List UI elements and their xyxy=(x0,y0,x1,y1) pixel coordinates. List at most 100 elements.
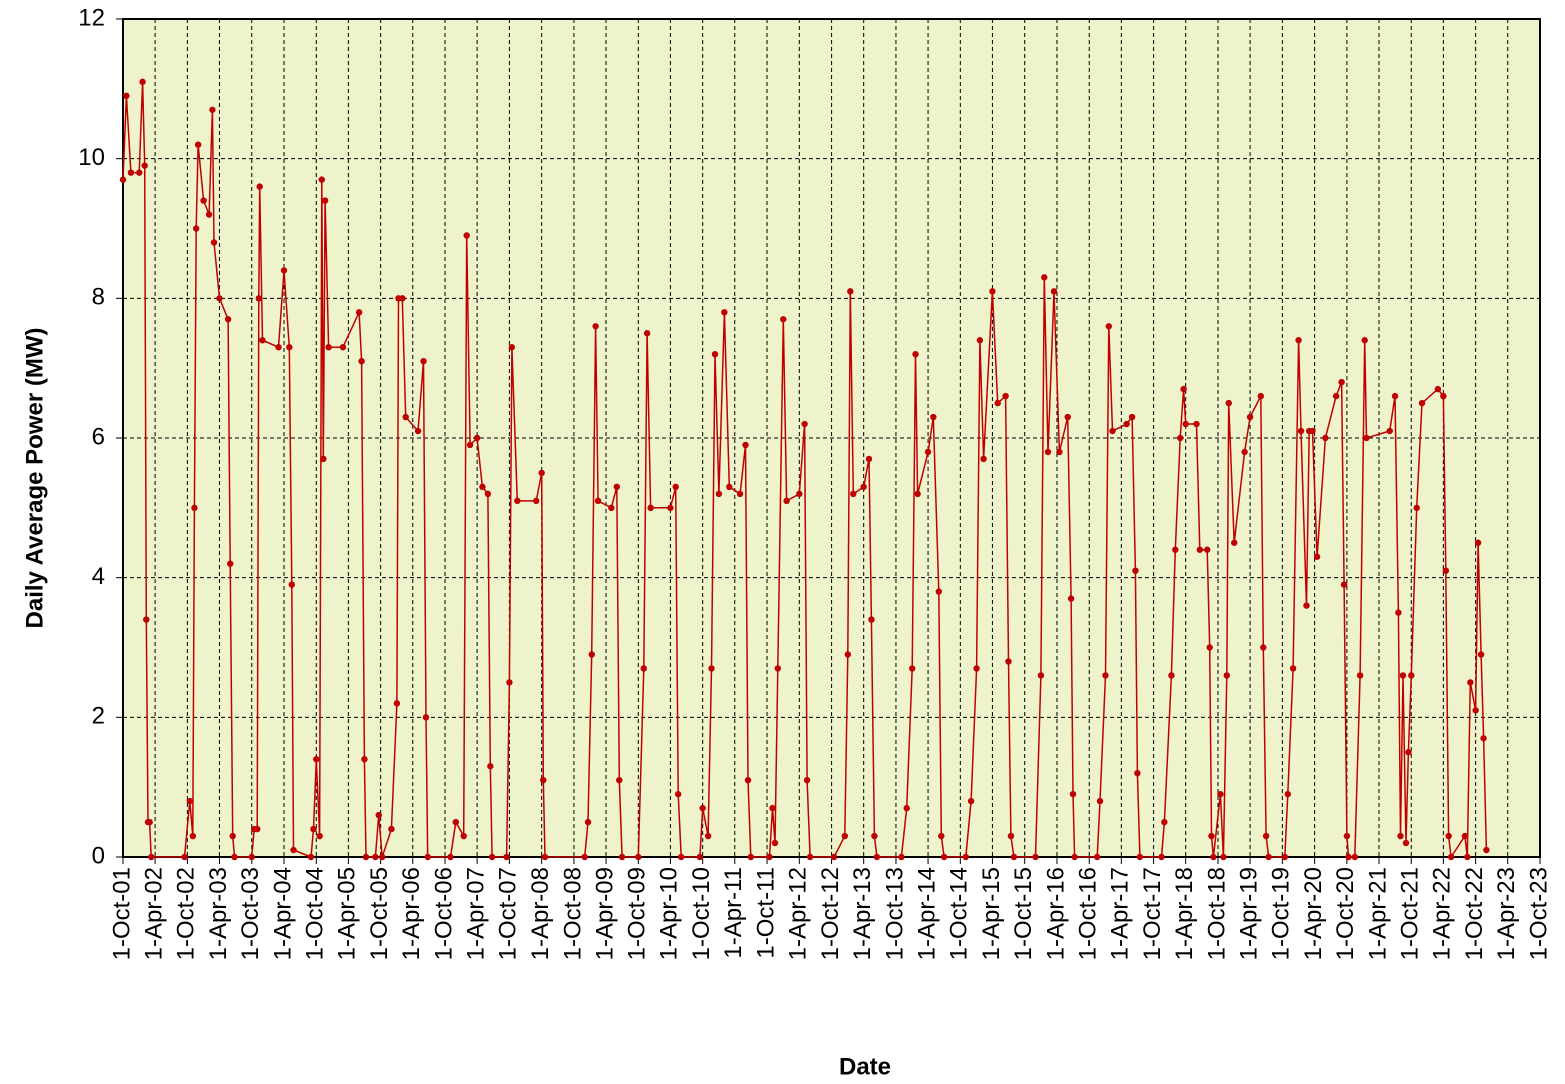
x-tick-label: 1-Oct-06 xyxy=(430,867,457,960)
point xyxy=(588,651,595,658)
point xyxy=(806,853,814,861)
point xyxy=(924,448,932,456)
x-tick-label: 1-Apr-10 xyxy=(656,867,683,960)
x-tick-label: 1-Apr-08 xyxy=(527,867,554,960)
point xyxy=(1262,832,1270,840)
point xyxy=(1309,427,1316,435)
point xyxy=(466,441,474,449)
x-tick-label: 1-Apr-17 xyxy=(1107,867,1134,960)
x-tick-label: 1-Apr-06 xyxy=(398,867,425,960)
point xyxy=(769,804,776,812)
x-tick-label: 1-Apr-07 xyxy=(462,867,489,960)
point xyxy=(452,818,459,826)
point xyxy=(1067,595,1075,602)
point xyxy=(1480,735,1487,742)
point xyxy=(119,176,127,183)
point xyxy=(844,651,852,658)
x-tick-label: 1-Apr-21 xyxy=(1364,867,1391,960)
point xyxy=(146,818,153,826)
point xyxy=(286,344,293,351)
point xyxy=(388,825,395,833)
point xyxy=(1386,427,1393,435)
point xyxy=(325,344,332,351)
y-tick-label: 6 xyxy=(92,423,105,450)
point xyxy=(532,497,540,505)
point xyxy=(1343,832,1351,840)
point xyxy=(873,853,881,861)
point xyxy=(581,853,588,861)
point xyxy=(399,295,406,302)
point xyxy=(1440,392,1447,400)
point xyxy=(643,330,651,337)
point xyxy=(1050,288,1058,295)
point xyxy=(1064,413,1071,421)
point xyxy=(414,427,422,435)
x-tick-label: 1-Oct-14 xyxy=(946,867,973,960)
point xyxy=(541,853,549,861)
x-tick-label: 1-Apr-03 xyxy=(205,867,232,960)
point xyxy=(1461,832,1469,840)
x-tick-label: 1-Oct-07 xyxy=(495,867,522,960)
point xyxy=(227,560,234,567)
point xyxy=(1472,707,1479,714)
point xyxy=(127,169,135,176)
point xyxy=(1483,846,1490,854)
point xyxy=(290,846,297,854)
point xyxy=(1477,651,1485,658)
point xyxy=(672,483,679,491)
y-tick-label: 12 xyxy=(78,4,105,31)
point xyxy=(463,232,470,239)
point xyxy=(801,420,808,428)
point xyxy=(310,825,317,833)
x-tick-label: 1-Oct-16 xyxy=(1075,867,1102,960)
point xyxy=(980,455,987,463)
point xyxy=(704,832,712,840)
x-tick-label: 1-Oct-23 xyxy=(1525,867,1552,960)
y-tick-label: 2 xyxy=(92,703,105,730)
point xyxy=(1041,274,1048,281)
point xyxy=(783,497,790,505)
x-tick-label: 1-Oct-20 xyxy=(1332,867,1359,960)
point xyxy=(318,176,325,183)
x-tick-label: 1-Oct-15 xyxy=(1010,867,1037,960)
x-tick-label: 1-Oct-11 xyxy=(752,867,779,959)
point xyxy=(393,700,401,707)
point xyxy=(647,504,654,512)
x-axis-title: Date xyxy=(839,1053,891,1080)
point xyxy=(1002,392,1009,400)
point xyxy=(1182,420,1189,428)
point xyxy=(479,483,486,491)
point xyxy=(1361,337,1368,344)
x-tick-label: 1-Oct-10 xyxy=(688,867,715,960)
point xyxy=(1172,546,1179,553)
point xyxy=(1206,644,1213,651)
x-tick-label: 1-Oct-08 xyxy=(559,867,586,960)
point xyxy=(847,288,854,295)
point xyxy=(1210,853,1217,861)
point xyxy=(1071,853,1078,861)
point xyxy=(316,832,323,840)
point xyxy=(1313,553,1321,560)
y-tick-label: 4 xyxy=(92,563,105,590)
point xyxy=(209,106,216,113)
x-tick-label: 1-Apr-13 xyxy=(849,867,876,960)
point xyxy=(1044,448,1052,456)
x-tick-label: 1-Oct-22 xyxy=(1461,867,1488,960)
point xyxy=(1397,832,1404,840)
point xyxy=(192,225,200,232)
point xyxy=(307,853,315,861)
point xyxy=(540,776,547,784)
point xyxy=(635,853,642,861)
point xyxy=(1180,385,1187,393)
x-tick-label: 1-Apr-18 xyxy=(1171,867,1198,960)
point xyxy=(1007,832,1015,840)
point xyxy=(908,665,916,672)
point xyxy=(1363,434,1370,442)
x-tick-label: 1-Apr-16 xyxy=(1042,867,1069,960)
point xyxy=(361,756,368,763)
point xyxy=(1105,323,1113,330)
point xyxy=(1037,672,1045,679)
point xyxy=(721,309,728,316)
point xyxy=(402,413,409,421)
